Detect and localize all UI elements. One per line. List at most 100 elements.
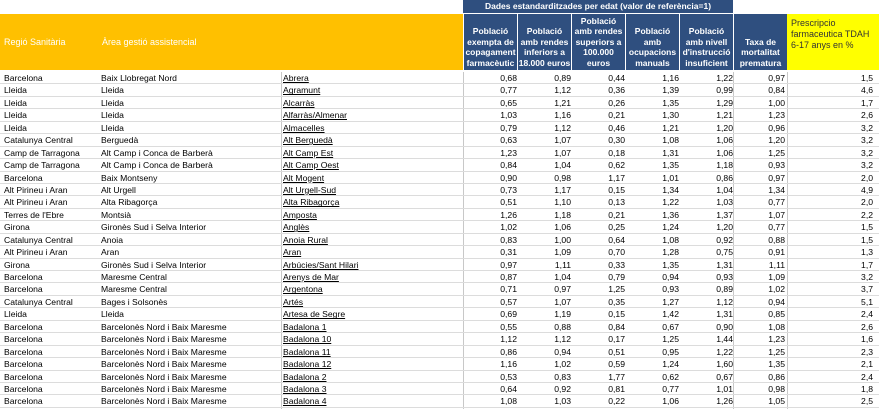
- cell-low-education[interactable]: 1,31: [716, 309, 733, 320]
- cell-low-education[interactable]: 1,18: [716, 160, 733, 171]
- cell-low-education[interactable]: 0,93: [716, 272, 733, 282]
- cell-region[interactable]: Barcelona: [4, 383, 43, 394]
- cell-manual-jobs[interactable]: 0,62: [662, 371, 679, 382]
- cell-low-income[interactable]: 1,07: [554, 147, 571, 158]
- cell-area[interactable]: Gironès Sud i Selva Interior: [101, 222, 207, 233]
- cell-mortality[interactable]: 0,98: [768, 383, 785, 394]
- cell-exempt-copay[interactable]: 0,57: [500, 296, 517, 307]
- cell-region[interactable]: Lleida: [4, 85, 27, 96]
- cell-high-income[interactable]: 0,62: [608, 160, 625, 171]
- cell-manual-jobs[interactable]: 1,25: [662, 334, 679, 345]
- cell-mortality[interactable]: 0,86: [768, 371, 785, 382]
- cell-region[interactable]: Girona: [4, 259, 30, 270]
- cell-area[interactable]: Lleida: [101, 97, 124, 108]
- cell-exempt-copay[interactable]: 0,64: [500, 383, 517, 394]
- cell-mortality[interactable]: 0,97: [768, 73, 785, 83]
- cell-mortality[interactable]: 1,23: [768, 110, 785, 121]
- cell-tdah-prescription[interactable]: 3,2: [861, 272, 873, 282]
- cell-area[interactable]: Lleida: [101, 110, 124, 121]
- cell-high-income[interactable]: 0,35: [608, 296, 625, 307]
- cell-low-income[interactable]: 1,04: [554, 160, 571, 171]
- cell-abs[interactable]: Argentona: [283, 284, 323, 295]
- cell-abs[interactable]: Arenys de Mar: [283, 272, 339, 282]
- cell-abs[interactable]: Alt Mogent: [283, 172, 325, 183]
- cell-area[interactable]: Alt Camp i Conca de Barberà: [101, 160, 213, 171]
- cell-low-income[interactable]: 1,06: [554, 222, 571, 233]
- cell-manual-jobs[interactable]: 1,21: [662, 122, 679, 133]
- cell-region[interactable]: Barcelona: [4, 284, 43, 295]
- table-row[interactable]: Barcelona Barcelonès Nord i Baix Maresme B…: [0, 346, 879, 359]
- cell-tdah-prescription[interactable]: 1,6: [861, 334, 873, 345]
- cell-exempt-copay[interactable]: 0,77: [500, 85, 517, 96]
- cell-region[interactable]: Barcelona: [4, 73, 43, 83]
- cell-mortality[interactable]: 1,08: [768, 321, 785, 332]
- cell-mortality[interactable]: 0,93: [768, 160, 785, 171]
- cell-manual-jobs[interactable]: 0,67: [662, 321, 679, 332]
- cell-region[interactable]: Alt Pirineu i Aran: [4, 247, 68, 258]
- header-region[interactable]: Regió Sanitària: [0, 14, 98, 70]
- cell-abs[interactable]: Alt Camp Oest: [283, 160, 339, 171]
- table-row[interactable]: Lleida Lleida Alfarràs/Almenar 1,03 1,16 0,21…: [0, 109, 879, 122]
- cell-low-education[interactable]: 1,60: [716, 359, 733, 370]
- cell-abs[interactable]: Badalona 11: [283, 346, 331, 357]
- cell-region[interactable]: Barcelona: [4, 371, 43, 382]
- table-row[interactable]: Alt Pirineu i Aran Alta Ribagorça Alta Rib…: [0, 196, 879, 209]
- cell-region[interactable]: Girona: [4, 222, 30, 233]
- cell-low-education[interactable]: 1,03: [716, 197, 733, 208]
- cell-abs[interactable]: Alt Urgell-Sud: [283, 184, 337, 195]
- cell-manual-jobs[interactable]: 1,08: [662, 234, 679, 245]
- cell-region[interactable]: Alt Pirineu i Aran: [4, 197, 68, 208]
- cell-region[interactable]: Catalunya Central: [4, 234, 73, 245]
- cell-tdah-prescription[interactable]: 1,7: [861, 97, 873, 108]
- cell-high-income[interactable]: 0,15: [608, 184, 625, 195]
- header-exempt-copay[interactable]: Població exempta de copagament farmacèut…: [463, 14, 517, 70]
- cell-low-education[interactable]: 0,89: [716, 284, 733, 295]
- cell-exempt-copay[interactable]: 1,26: [500, 209, 517, 220]
- cell-tdah-prescription[interactable]: 3,7: [861, 284, 873, 295]
- cell-tdah-prescription[interactable]: 1,5: [861, 73, 873, 83]
- header-area[interactable]: Àrea gestió assistencial: [98, 14, 281, 70]
- cell-exempt-copay[interactable]: 0,68: [500, 73, 517, 83]
- cell-low-education[interactable]: 1,06: [716, 135, 733, 146]
- cell-high-income[interactable]: 0,21: [608, 209, 625, 220]
- cell-low-income[interactable]: 0,89: [554, 73, 571, 83]
- cell-tdah-prescription[interactable]: 2,2: [861, 209, 873, 220]
- cell-manual-jobs[interactable]: 1,36: [662, 209, 679, 220]
- header-manual-jobs[interactable]: Població amb ocupacions manuals: [625, 14, 679, 70]
- cell-low-income[interactable]: 0,98: [554, 172, 571, 183]
- cell-abs[interactable]: Artesa de Segre: [283, 309, 346, 320]
- cell-tdah-prescription[interactable]: 3,2: [861, 135, 873, 146]
- cell-exempt-copay[interactable]: 0,73: [500, 184, 517, 195]
- cell-high-income[interactable]: 0,51: [608, 346, 625, 357]
- cell-manual-jobs[interactable]: 0,93: [662, 284, 679, 295]
- cell-area[interactable]: Lleida: [101, 309, 124, 320]
- cell-low-education[interactable]: 1,22: [716, 73, 733, 83]
- cell-region[interactable]: Lleida: [4, 110, 27, 121]
- cell-low-education[interactable]: 1,06: [716, 147, 733, 158]
- cell-low-income[interactable]: 1,21: [554, 97, 571, 108]
- cell-high-income[interactable]: 0,21: [608, 110, 625, 121]
- cell-low-education[interactable]: 0,90: [716, 321, 733, 332]
- cell-low-income[interactable]: 1,07: [554, 135, 571, 146]
- cell-area[interactable]: Barcelonès Nord i Baix Maresme: [101, 396, 227, 407]
- cell-exempt-copay[interactable]: 0,69: [500, 309, 517, 320]
- cell-tdah-prescription[interactable]: 1,5: [861, 222, 873, 233]
- cell-exempt-copay[interactable]: 1,02: [500, 222, 517, 233]
- cell-region[interactable]: Camp de Tarragona: [4, 160, 80, 171]
- cell-low-income[interactable]: 1,17: [554, 184, 571, 195]
- cell-manual-jobs[interactable]: 1,01: [662, 172, 679, 183]
- cell-abs[interactable]: Abrera: [283, 73, 309, 83]
- cell-tdah-prescription[interactable]: 2,6: [861, 321, 873, 332]
- cell-low-income[interactable]: 1,12: [554, 85, 571, 96]
- cell-mortality[interactable]: 1,02: [768, 284, 785, 295]
- cell-tdah-prescription[interactable]: 5,1: [861, 296, 873, 307]
- cell-exempt-copay[interactable]: 0,55: [500, 321, 517, 332]
- table-row[interactable]: Barcelona Baix Montseny Alt Mogent 0,90 0,98…: [0, 172, 879, 184]
- cell-area[interactable]: Alt Urgell: [101, 184, 136, 195]
- cell-high-income[interactable]: 0,26: [608, 97, 625, 108]
- cell-mortality[interactable]: 1,23: [768, 334, 785, 345]
- cell-low-education[interactable]: 1,20: [716, 222, 733, 233]
- cell-exempt-copay[interactable]: 0,84: [500, 160, 517, 171]
- cell-area[interactable]: Gironès Sud i Selva Interior: [101, 259, 207, 270]
- cell-exempt-copay[interactable]: 1,03: [500, 110, 517, 121]
